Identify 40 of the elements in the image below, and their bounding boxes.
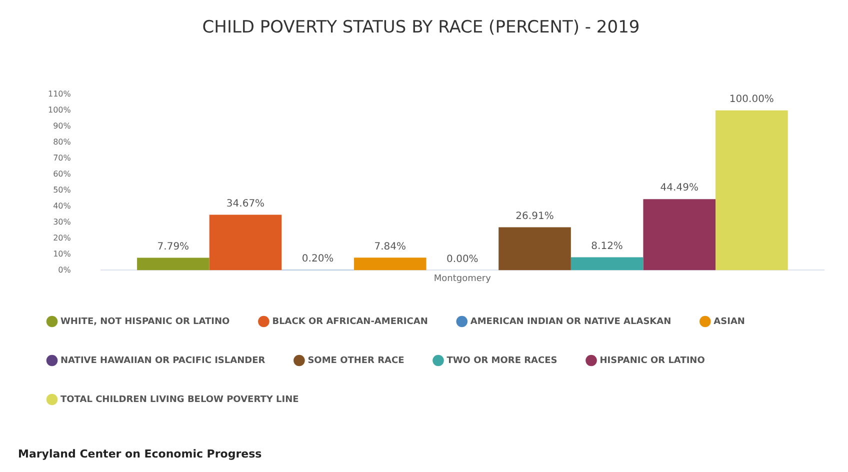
bar bbox=[570, 257, 644, 270]
data-label: 7.79% bbox=[157, 241, 190, 252]
legend-label: BLACK OR AFRICAN-AMERICAN bbox=[272, 316, 428, 327]
data-label: 26.91% bbox=[516, 210, 554, 222]
x-tick-label: Montgomery bbox=[434, 274, 492, 284]
y-tick-label: 70% bbox=[53, 153, 72, 162]
y-tick-label: 100% bbox=[48, 105, 72, 114]
legend-label: AMERICAN INDIAN OR NATIVE ALASKAN bbox=[470, 316, 672, 327]
legend-label: NATIVE HAWAIIAN OR PACIFIC ISLANDER bbox=[60, 356, 266, 366]
data-label: 34.67% bbox=[226, 198, 265, 210]
bar bbox=[209, 214, 282, 270]
data-label: 7.84% bbox=[374, 241, 406, 252]
data-label: 0.20% bbox=[302, 253, 334, 264]
legend-label: SOME OTHER RACE bbox=[308, 356, 404, 366]
y-tick-label: 20% bbox=[53, 233, 72, 242]
y-tick-label: 0% bbox=[58, 265, 72, 274]
y-tick-label: 30% bbox=[53, 217, 72, 226]
legend-label: WHITE, NOT HISPANIC OR LATINO bbox=[60, 316, 230, 327]
y-tick-label: 40% bbox=[53, 201, 72, 210]
chart-title: CHILD POVERTY STATUS BY RACE (PERCENT) - 2019 bbox=[202, 18, 640, 38]
legend-label: HISPANIC OR LATINO bbox=[600, 356, 706, 366]
y-tick-label: 90% bbox=[53, 121, 72, 130]
y-tick-label: 80% bbox=[53, 137, 72, 146]
y-tick-label: 60% bbox=[53, 169, 72, 178]
bar bbox=[498, 227, 571, 270]
y-tick-label: 110% bbox=[48, 89, 72, 98]
data-label: 0.00% bbox=[446, 254, 478, 265]
data-label: 100.00% bbox=[729, 94, 774, 105]
text: Maryland Center on Economic Progress bbox=[18, 447, 262, 460]
data-label: 8.12% bbox=[591, 240, 623, 252]
bar bbox=[137, 258, 210, 270]
legend-label: ASIAN bbox=[714, 316, 745, 327]
legend-label: TWO OR MORE RACES bbox=[446, 356, 558, 366]
bar bbox=[643, 199, 716, 270]
bar bbox=[716, 110, 788, 270]
y-tick-label: 50% bbox=[53, 185, 72, 194]
y-tick-label: 10% bbox=[53, 249, 72, 258]
legend-label: TOTAL CHILDREN LIVING BELOW POVERTY LINE bbox=[60, 394, 299, 405]
bar bbox=[354, 258, 426, 270]
data-label: 44.49% bbox=[660, 182, 698, 194]
